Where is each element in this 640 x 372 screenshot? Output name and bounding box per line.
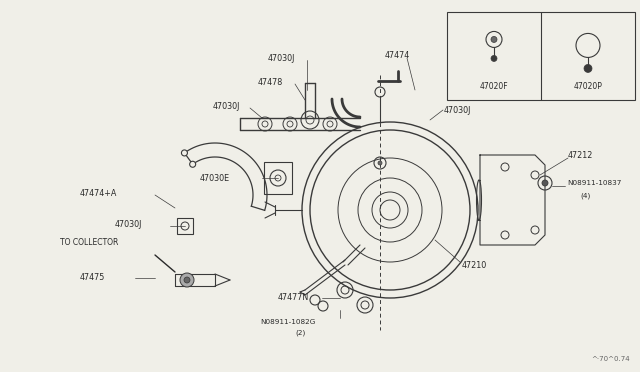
Text: 47030J: 47030J	[213, 102, 241, 110]
Text: 47030E: 47030E	[200, 173, 230, 183]
Circle shape	[542, 180, 548, 186]
Bar	[447, 12, 635, 100]
Text: 47020F: 47020F	[480, 82, 508, 91]
Circle shape	[189, 161, 196, 167]
Bar	[264, 162, 292, 194]
Circle shape	[584, 64, 592, 73]
Circle shape	[184, 277, 190, 283]
Text: 47475: 47475	[80, 273, 106, 282]
Text: 47030J: 47030J	[444, 106, 472, 115]
Circle shape	[378, 161, 382, 165]
Text: 47210: 47210	[462, 260, 487, 269]
Text: 47477N: 47477N	[278, 294, 309, 302]
Text: 47478: 47478	[258, 77, 284, 87]
Circle shape	[491, 55, 497, 61]
Text: N08911-10837: N08911-10837	[567, 180, 621, 186]
Text: 47212: 47212	[568, 151, 593, 160]
Text: 47030J: 47030J	[115, 219, 142, 228]
Text: 47474+A: 47474+A	[80, 189, 117, 198]
Circle shape	[491, 36, 497, 42]
Text: 47030J: 47030J	[268, 54, 296, 62]
Text: TO COLLECTOR: TO COLLECTOR	[60, 237, 118, 247]
Bar	[177, 218, 193, 234]
Text: 47020P: 47020P	[573, 82, 602, 91]
Circle shape	[180, 273, 194, 287]
Text: (4): (4)	[580, 193, 590, 199]
Circle shape	[181, 150, 188, 156]
Text: N08911-1082G: N08911-1082G	[260, 319, 316, 325]
Text: ^·70^0.74: ^·70^0.74	[591, 356, 630, 362]
Text: (2): (2)	[295, 330, 305, 336]
Text: 47474: 47474	[385, 51, 410, 60]
